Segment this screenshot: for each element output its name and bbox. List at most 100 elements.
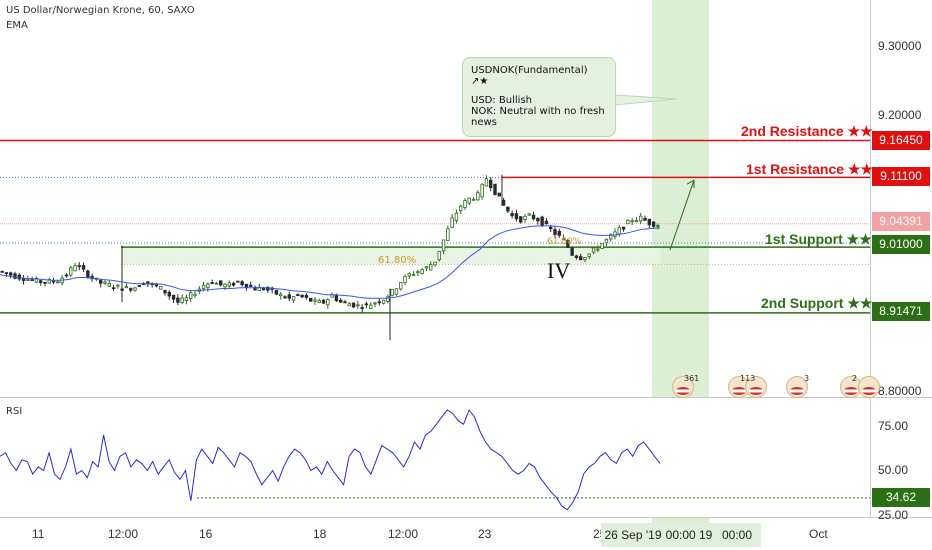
x-tick-23: 23: [478, 527, 492, 541]
candle: [64, 274, 69, 277]
resistance-1-price-box: 9.11100: [872, 167, 930, 186]
calendar-count-4: 2: [852, 374, 858, 383]
candle: [343, 301, 347, 304]
candle: [309, 297, 313, 302]
candle: [497, 192, 501, 197]
support-zone-shade: [121, 247, 661, 265]
fib-label-1: 61.80%: [378, 255, 417, 266]
x-tick-1200-b: 12:00: [388, 527, 419, 541]
candle: [429, 264, 433, 271]
support-2-label: 2nd Support ★★: [761, 295, 873, 311]
candle: [73, 265, 77, 272]
ema-line: [0, 225, 661, 299]
resistance-1-label: 1st Resistance ★★: [746, 161, 874, 177]
candle: [424, 266, 429, 269]
ema-indicator-label[interactable]: EMA: [6, 20, 28, 31]
candle: [13, 273, 17, 279]
candle: [21, 278, 26, 282]
candle: [634, 219, 639, 223]
candle: [373, 302, 377, 305]
candle: [334, 295, 339, 302]
candle: [579, 256, 583, 261]
highlight-time-band-bottom: [652, 517, 709, 525]
calendar-count-1: 361: [684, 374, 700, 383]
candle: [317, 299, 321, 303]
candle: [184, 297, 189, 301]
candle: [107, 283, 111, 287]
x-tick-18: 18: [313, 527, 327, 541]
x-tick-11: 11: [32, 527, 45, 541]
candle: [463, 200, 467, 208]
candle: [137, 285, 141, 287]
candle: [103, 281, 107, 284]
calendar-event-icon[interactable]: [745, 376, 767, 398]
candle: [347, 303, 351, 307]
calendar-event-icon[interactable]: [786, 376, 808, 398]
candle: [566, 239, 570, 248]
candle: [214, 282, 219, 285]
candle: [287, 294, 291, 299]
candle: [51, 280, 56, 283]
candle: [621, 226, 626, 230]
candle: [544, 220, 549, 225]
candle: [360, 307, 364, 309]
calendar-event-icon[interactable]: [672, 376, 694, 398]
candle: [313, 299, 317, 302]
candle: [519, 216, 523, 223]
candle: [300, 294, 304, 298]
candle: [506, 206, 510, 212]
candle: [0, 270, 4, 273]
calendar-count-2: 113: [740, 374, 756, 383]
resistance-2-label: 2nd Resistance ★★: [741, 123, 873, 139]
candle: [9, 272, 13, 276]
candle: [231, 282, 236, 286]
candle: [206, 283, 210, 288]
y-tick-9-30: 9.30000: [878, 39, 922, 53]
candle: [643, 217, 647, 221]
candle: [304, 294, 309, 298]
candle: [129, 288, 133, 291]
candle: [433, 261, 437, 266]
note-usd: USD: Bullish: [471, 95, 532, 106]
candle: [437, 251, 441, 261]
candle: [394, 288, 399, 295]
support-1-price-box: 9.01000: [872, 235, 930, 254]
fib-label-2: 61.80%: [547, 237, 582, 247]
candle: [549, 226, 553, 230]
rsi-indicator-label[interactable]: RSI: [6, 406, 23, 417]
candle: [540, 216, 544, 227]
candle: [369, 304, 373, 309]
candle: [523, 215, 527, 220]
candle: [17, 274, 21, 280]
cursor-time-pill: 00:00 19: [665, 523, 713, 547]
candle: [651, 221, 656, 227]
candle: [356, 304, 360, 307]
rsi-tick-75: 75.00: [878, 419, 909, 433]
calendar-count-3: 3: [804, 374, 810, 383]
calendar-event-icon[interactable]: [728, 376, 750, 398]
projection-arrow-head: [686, 179, 695, 189]
candle: [249, 284, 253, 287]
candle: [609, 234, 613, 240]
candle: [339, 299, 343, 303]
candle: [167, 291, 171, 297]
candle: [266, 286, 270, 291]
calendar-event-icon[interactable]: [858, 376, 880, 398]
candle: [210, 282, 214, 284]
candle: [43, 282, 47, 284]
rsi-line: [0, 408, 661, 511]
candle: [326, 299, 330, 306]
support-2-price-box: 8.91471: [872, 302, 930, 321]
candle: [253, 286, 257, 291]
candle: [274, 289, 279, 295]
candle: [296, 294, 300, 296]
candle: [591, 247, 596, 253]
candle: [536, 217, 540, 222]
candle: [240, 281, 244, 286]
y-tick-9-20: 9.20000: [878, 108, 922, 122]
candle: [489, 179, 493, 189]
x-tick-oct: Oct: [809, 527, 828, 541]
candle: [420, 269, 424, 274]
x-tick-16: 16: [199, 527, 213, 541]
